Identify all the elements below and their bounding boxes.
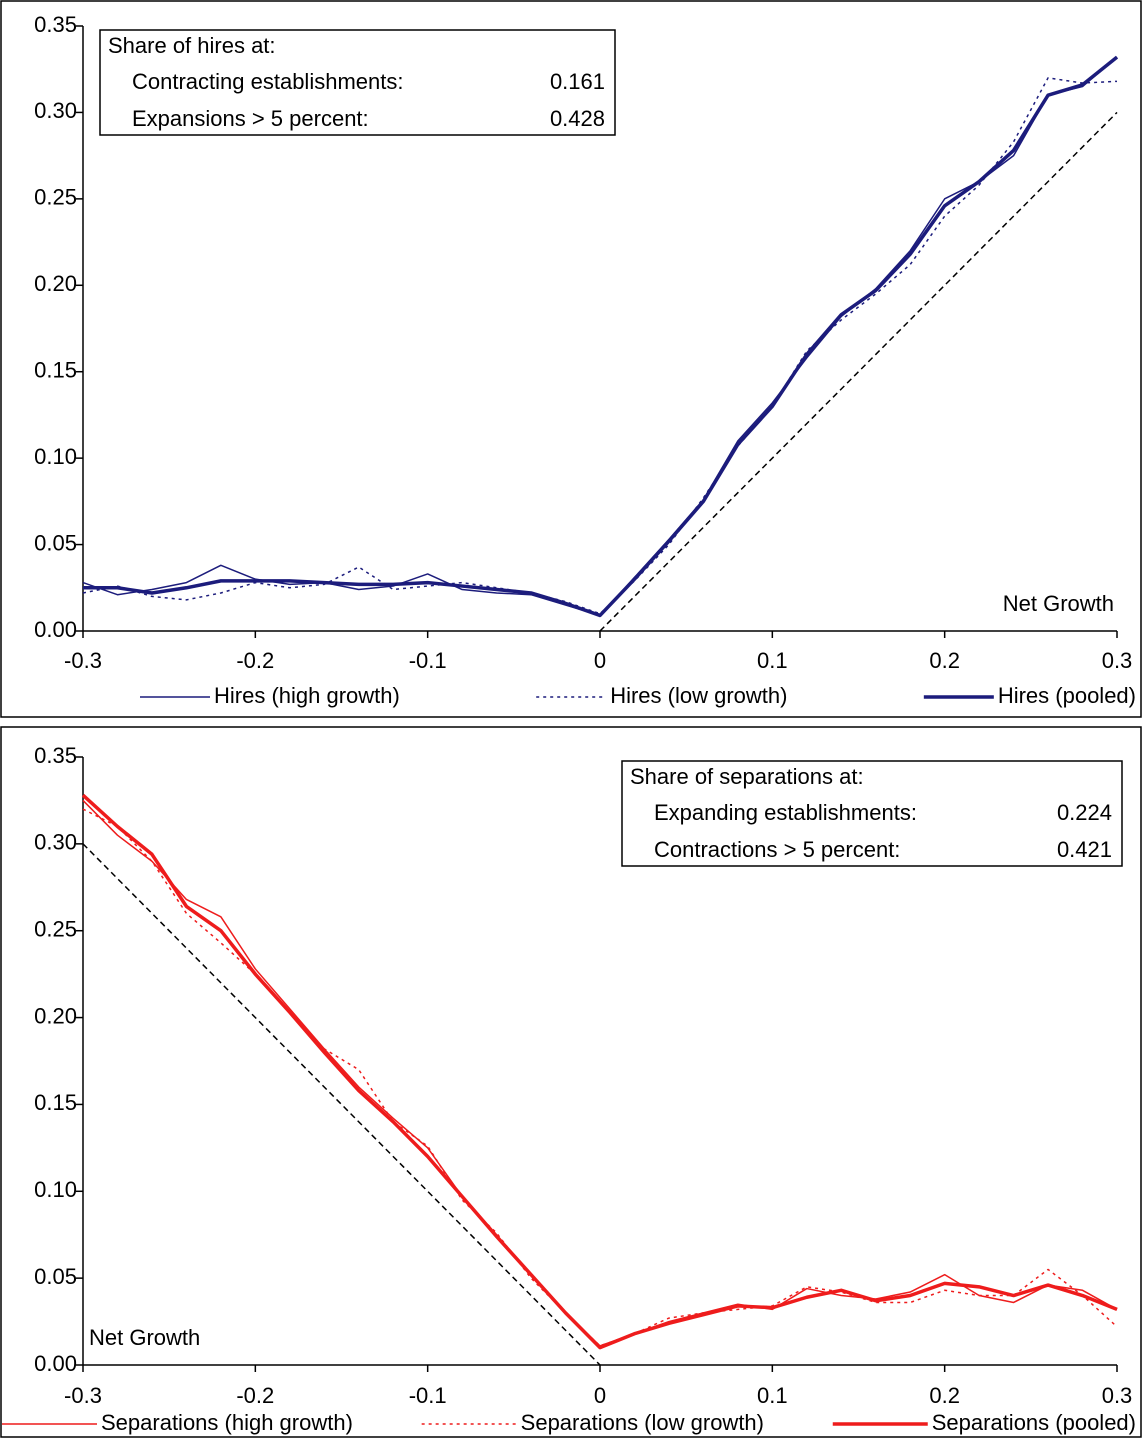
y-tick-label: 0.25 (34, 917, 77, 942)
x-tick-label: 0 (594, 648, 606, 673)
x-tick-label: -0.3 (64, 648, 102, 673)
info-box-value: 0.161 (550, 69, 605, 94)
reference-line (82, 843, 601, 1366)
x-axis-label: Net Growth (89, 1325, 200, 1350)
y-tick-label: 0.25 (34, 185, 77, 210)
legend-label: Hires (pooled) (998, 683, 1136, 708)
y-tick-label: 0.15 (34, 358, 77, 383)
x-tick-label: 0.3 (1102, 648, 1133, 673)
x-tick-label: -0.2 (236, 648, 274, 673)
y-tick-label: 0.10 (34, 1177, 77, 1202)
panel-frame (0, 726, 1142, 1438)
x-tick-label: -0.3 (64, 1383, 102, 1408)
legend-label: Separations (high growth) (101, 1410, 353, 1435)
y-tick-label: 0.35 (34, 743, 77, 768)
series-line (81, 793, 1118, 1350)
y-tick-label: 0.35 (34, 12, 77, 37)
x-axis-label: Net Growth (1003, 591, 1114, 616)
legend-label: Separations (low growth) (521, 1410, 764, 1435)
info-box-title: Share of hires at: (108, 33, 276, 58)
x-tick-label: -0.2 (236, 1383, 274, 1408)
legend-label: Hires (low growth) (610, 683, 787, 708)
legend-label: Hires (high growth) (214, 683, 400, 708)
y-tick-label: 0.20 (34, 271, 77, 296)
info-box-title: Share of separations at: (630, 764, 864, 789)
x-tick-label: -0.1 (409, 1383, 447, 1408)
info-box (99, 29, 616, 136)
x-tick-label: 0.1 (757, 1383, 788, 1408)
chart-panel: 0.000.050.100.150.200.250.300.35-0.3 -0.2… (0, 726, 1142, 1438)
panel-frame (0, 0, 1142, 718)
y-tick-label: 0.10 (34, 444, 77, 469)
y-tick-label: 0.30 (34, 830, 77, 855)
legend-label: Separations (pooled) (932, 1410, 1136, 1435)
x-tick-label: 0 (594, 1383, 606, 1408)
series-line (83, 55, 1119, 618)
series-line (82, 77, 1118, 615)
y-tick-label: 0.00 (34, 1351, 77, 1376)
info-box (621, 760, 1123, 867)
x-tick-label: 0.3 (1102, 1383, 1133, 1408)
x-tick-label: -0.1 (409, 648, 447, 673)
info-box-value: 0.428 (550, 106, 605, 131)
x-tick-label: 0.1 (757, 648, 788, 673)
info-box-label: Expansions > 5 percent: (132, 106, 369, 131)
info-box-value: 0.421 (1057, 837, 1112, 862)
reference-line (599, 111, 1118, 632)
series-line (82, 808, 1118, 1347)
info-box-label: Contracting establishments: (132, 69, 403, 94)
series-line (82, 799, 1118, 1347)
x-tick-label: 0.2 (929, 648, 960, 673)
y-tick-label: 0.15 (34, 1090, 77, 1115)
y-tick-label: 0.05 (34, 1264, 77, 1289)
series-line (82, 56, 1118, 617)
chart-panel: 0.000.050.100.150.200.250.300.35-0.3 -0.2… (0, 0, 1142, 718)
info-box-value: 0.224 (1057, 800, 1112, 825)
y-tick-label: 0.00 (34, 617, 77, 642)
y-tick-label: 0.30 (34, 98, 77, 123)
y-tick-label: 0.20 (34, 1003, 77, 1028)
x-tick-label: 0.2 (929, 1383, 960, 1408)
y-tick-label: 0.05 (34, 530, 77, 555)
info-box-label: Contractions > 5 percent: (654, 837, 900, 862)
info-box-label: Expanding establishments: (654, 800, 917, 825)
